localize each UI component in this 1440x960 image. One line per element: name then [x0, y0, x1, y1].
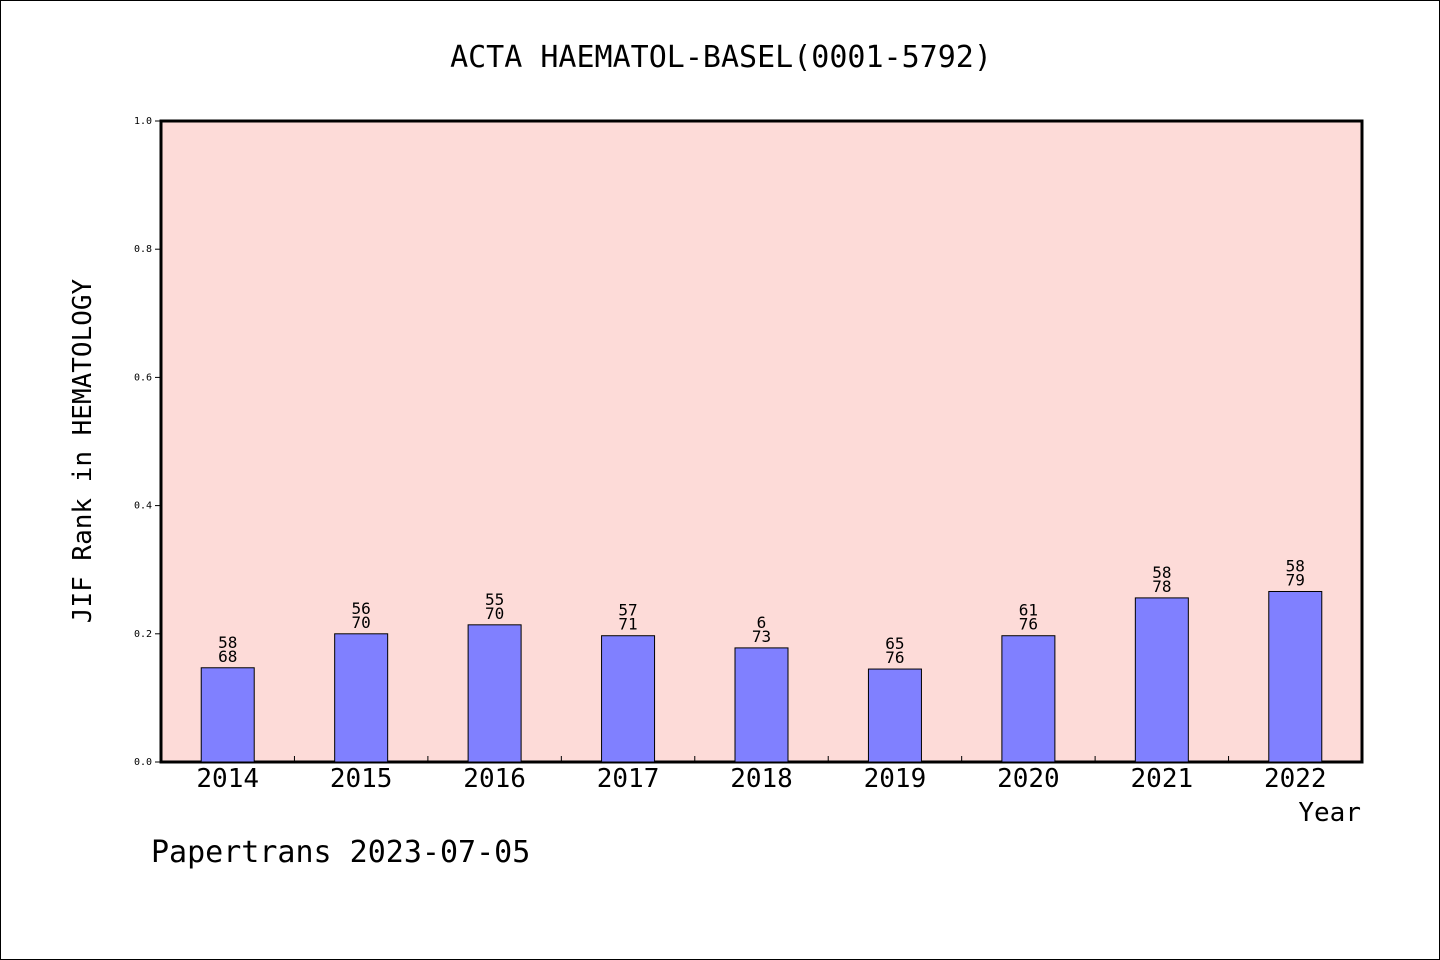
bar-label-top: 6	[757, 613, 767, 632]
x-tick-label: 2016	[463, 764, 526, 794]
x-tick-label: 2021	[1131, 764, 1194, 794]
bar-2021	[1134, 597, 1189, 763]
x-axis-label: Year	[1298, 798, 1361, 828]
y-tick-label: 0.6	[134, 372, 152, 383]
x-tick-label: 2017	[597, 764, 660, 794]
bar-label-bottom: 71	[618, 615, 637, 634]
bar-label-top: 58	[218, 633, 237, 652]
bar-label-bottom: 76	[1019, 615, 1038, 634]
bar-2018	[734, 647, 789, 763]
bar-label-bottom: 73	[752, 627, 771, 646]
bar-2015	[334, 633, 389, 763]
bar-label-bottom: 70	[485, 604, 504, 623]
bar-2020	[1001, 635, 1056, 763]
bars-layer	[200, 590, 1323, 763]
y-tick-label: 1.0	[134, 116, 152, 127]
y-tick-label: 0.0	[134, 757, 152, 768]
bar-label-top: 57	[618, 601, 637, 620]
footer-watermark: Papertrans 2023-07-05	[151, 835, 531, 870]
chart-title: ACTA HAEMATOL-BASEL(0001-5792)	[450, 40, 992, 75]
x-tick-label: 2019	[864, 764, 927, 794]
bar-label-top: 58	[1152, 563, 1171, 582]
y-axis-label: JIF Rank in HEMATOLOGY	[68, 278, 98, 623]
bar-2019	[867, 668, 922, 763]
bar-label-top: 61	[1019, 601, 1038, 620]
x-tick-label: 2022	[1264, 764, 1327, 794]
bar-label-top: 55	[485, 590, 504, 609]
ticks-layer: 0.0 0.2 0.4 0.6 0.8 1.0	[134, 116, 1230, 768]
bar-label-bottom: 76	[885, 648, 904, 667]
bar-label-bottom: 68	[218, 647, 237, 666]
bar-2016	[467, 624, 522, 763]
bar-2014	[200, 667, 255, 763]
x-tick-label: 2015	[330, 764, 393, 794]
y-tick-label: 0.2	[134, 629, 152, 640]
bar-label-bottom: 79	[1286, 570, 1305, 589]
y-tick-label: 0.4	[134, 501, 152, 512]
y-tick-label: 0.8	[134, 244, 152, 255]
bar-label-top: 65	[885, 634, 904, 653]
bar-2022	[1268, 590, 1323, 763]
bar-label-top: 56	[352, 599, 371, 618]
x-tick-label: 2020	[997, 764, 1060, 794]
x-tick-label: 2018	[730, 764, 793, 794]
labels-layer: 5868201456702015557020165771201767320186…	[196, 556, 1326, 794]
bar-label-bottom: 78	[1152, 577, 1171, 596]
x-tick-label: 2014	[196, 764, 259, 794]
bar-2017	[601, 635, 656, 763]
bar-label-bottom: 70	[352, 613, 371, 632]
bar-label-top: 58	[1286, 556, 1305, 575]
